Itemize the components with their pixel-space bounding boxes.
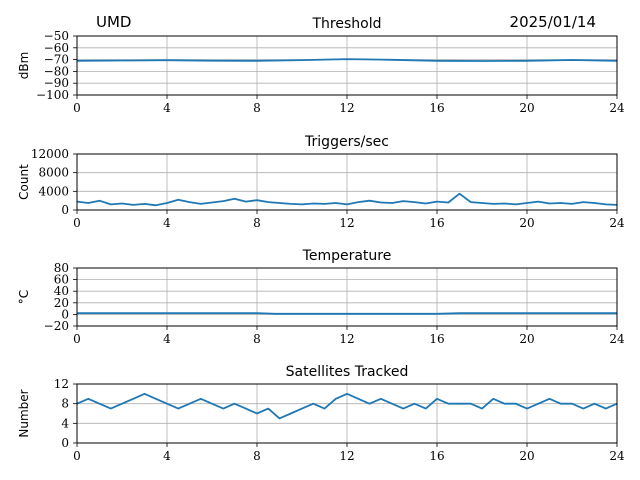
- temperature-xtick-label-3: 12: [339, 332, 354, 346]
- triggers-xtick-label-4: 16: [429, 216, 444, 230]
- temperature-ytick-label-2: 40: [54, 284, 69, 298]
- threshold-xtick-label-6: 24: [609, 101, 625, 115]
- temperature-xtick-label-0: 0: [73, 332, 81, 346]
- threshold-series-line-0: [76, 58, 618, 62]
- temperature-ytick-label-5: −20: [44, 319, 69, 333]
- temperature-series-line-0: [77, 312, 617, 315]
- triggers-xtick-label-3: 12: [339, 216, 354, 230]
- satellites-xtick-label-5: 20: [519, 449, 534, 463]
- triggers-xtick-label-6: 24: [609, 216, 625, 230]
- temperature-ytick-label-0: 80: [54, 261, 69, 275]
- threshold-ytick-label-3: −80: [44, 64, 69, 78]
- satellites-ytick-label-2: 4: [61, 416, 69, 430]
- satellites-xtick-label-3: 12: [339, 449, 354, 463]
- satellites-xtick-label-2: 8: [253, 449, 261, 463]
- triggers-xtick-label-1: 4: [163, 216, 171, 230]
- satellites-xtick-label-6: 24: [609, 449, 625, 463]
- triggers-ylabel: Count: [17, 164, 31, 200]
- temperature-xtick-label-1: 4: [163, 332, 171, 346]
- threshold-ytick-label-1: −60: [44, 41, 69, 55]
- triggers-xtick-label-5: 20: [519, 216, 534, 230]
- threshold-ytick-label-0: −50: [44, 29, 69, 43]
- triggers-title: Triggers/sec: [304, 134, 389, 150]
- threshold-xtick-label-1: 4: [163, 101, 171, 115]
- triggers-ytick-label-3: 0: [61, 203, 69, 217]
- temperature-xtick-label-5: 20: [519, 332, 534, 346]
- temperature-xtick-label-4: 16: [429, 332, 444, 346]
- temperature-ytick-label-3: 20: [54, 296, 69, 310]
- triggers-ytick-label-0: 12000: [31, 147, 69, 161]
- threshold-ytick-label-4: −90: [44, 76, 69, 90]
- triggers-series-line-0: [76, 192, 618, 207]
- station-label: UMD: [96, 13, 132, 31]
- satellites-xtick-label-4: 16: [429, 449, 444, 463]
- satellites-ytick-label-1: 8: [61, 397, 69, 411]
- temperature-xtick-label-6: 24: [609, 332, 625, 346]
- satellites-xtick-label-1: 4: [163, 449, 171, 463]
- temperature-ytick-label-4: 0: [61, 307, 69, 321]
- threshold-ytick-label-2: −70: [44, 53, 69, 67]
- threshold-title: Threshold: [312, 16, 382, 32]
- temperature-title: Temperature: [302, 248, 392, 264]
- satellites-ytick-label-3: 0: [61, 436, 69, 450]
- threshold-xtick-label-0: 0: [73, 101, 81, 115]
- temperature-ytick-label-1: 60: [54, 273, 69, 287]
- satellites-ytick-label-0: 12: [54, 377, 69, 391]
- date-label: 2025/01/14: [509, 13, 596, 31]
- temperature-xtick-label-2: 8: [253, 332, 261, 346]
- threshold-xtick-label-2: 8: [253, 101, 261, 115]
- threshold-xtick-label-3: 12: [339, 101, 354, 115]
- threshold-ytick-label-5: −100: [36, 88, 69, 102]
- temperature-ylabel: °C: [17, 290, 31, 304]
- threshold-xtick-label-5: 20: [519, 101, 534, 115]
- triggers-xtick-label-0: 0: [73, 216, 81, 230]
- satellites-ylabel: Number: [17, 389, 31, 437]
- satellites-xtick-label-0: 0: [73, 449, 81, 463]
- threshold-xtick-label-4: 16: [429, 101, 444, 115]
- triggers-xtick-label-2: 8: [253, 216, 261, 230]
- triggers-ytick-label-1: 8000: [38, 166, 69, 180]
- satellites-series-line-0: [76, 392, 618, 420]
- satellites-title: Satellites Tracked: [286, 364, 409, 380]
- threshold-ylabel: dBm: [17, 52, 31, 80]
- triggers-ytick-label-2: 4000: [38, 184, 69, 198]
